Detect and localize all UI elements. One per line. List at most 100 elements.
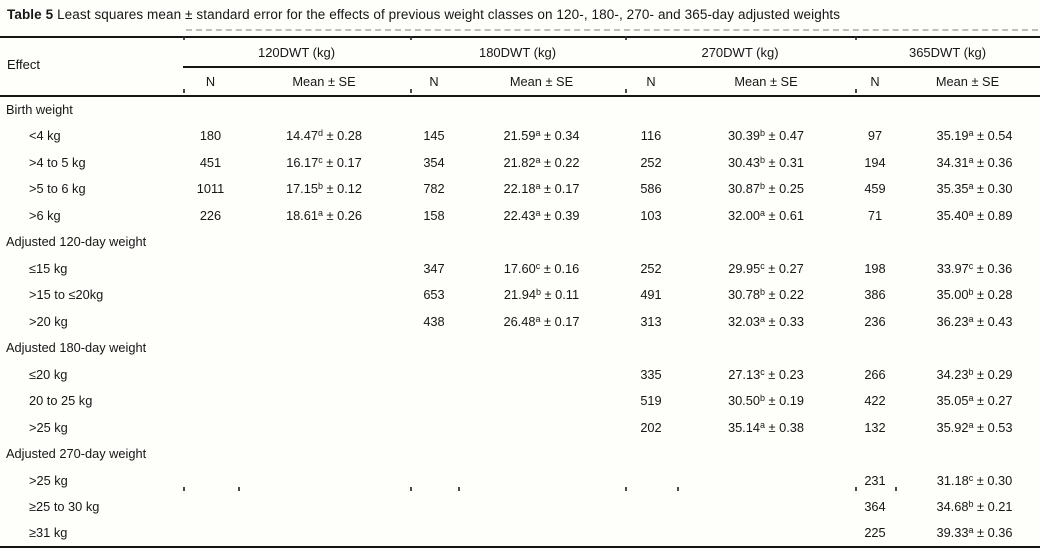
mean-se-value: 35.14a ± 0.38 [727, 419, 805, 435]
mean-se-value: 35.05a ± 0.27 [936, 393, 1013, 409]
significance-letter: c [535, 260, 541, 271]
rule-tick [677, 487, 679, 491]
significance-letter: c [760, 366, 765, 377]
section-header-row: Adjusted 270-day weight [0, 441, 1040, 468]
n-value [410, 494, 458, 521]
mean-se-value [677, 494, 855, 521]
n-value [410, 467, 458, 494]
mean-se-value: 17.60c ± 0.16 [503, 260, 580, 276]
n-value: 459 [864, 181, 886, 197]
n-value: 116 [640, 128, 662, 144]
effect-class-label: <4 kg [29, 128, 61, 144]
n-value: 347 [423, 260, 445, 276]
mean-se-value: 30.78b ± 0.22 [727, 287, 805, 303]
significance-letter: b [968, 287, 974, 298]
mean-se-value: 32.03a ± 0.33 [727, 313, 805, 329]
n-value [183, 467, 238, 494]
effect-class-label: >4 to 5 kg [29, 154, 86, 170]
significance-letter: b [968, 499, 974, 510]
mean-se-value: 16.17c ± 0.17 [286, 154, 362, 170]
effect-class-label: >20 kg [29, 313, 68, 329]
significance-letter: c [318, 154, 323, 165]
mean-se-value [238, 467, 410, 494]
significance-letter: b [968, 366, 974, 377]
sub-header-row: N Mean ± SE N Mean ± SE N Mean ± SE N Mean ± SE [0, 67, 1040, 96]
mean-se-value: 31.18c ± 0.30 [936, 472, 1013, 488]
rule-tick [625, 487, 627, 491]
significance-letter: a [968, 207, 974, 218]
mean-se-value: 35.00b ± 0.28 [936, 287, 1013, 303]
significance-letter: a [317, 207, 323, 218]
mean-se-value: 36.23a ± 0.43 [936, 313, 1013, 329]
rule-tick [238, 487, 240, 491]
n-value: 519 [640, 393, 662, 409]
section-header-label: Adjusted 270-day weight [6, 446, 147, 462]
rule-tick [625, 89, 627, 93]
effect-class-label: >6 kg [29, 207, 61, 223]
significance-letter: a [535, 154, 541, 165]
n-value [183, 308, 238, 335]
significance-letter: a [968, 313, 974, 324]
significance-letter: a [535, 207, 541, 218]
significance-letter: c [760, 260, 765, 271]
n-value: 226 [199, 207, 222, 223]
n-value: 364 [864, 499, 886, 515]
mean-se-column-header-2: Mean ± SE [509, 74, 574, 89]
significance-letter: b [535, 287, 541, 298]
mean-se-value: 34.23b ± 0.29 [936, 366, 1013, 382]
n-value: 145 [423, 128, 445, 144]
mean-se-value: 29.95c ± 0.27 [728, 260, 804, 276]
mean-se-value [677, 520, 855, 547]
mean-se-value [238, 388, 410, 415]
significance-letter: d [317, 128, 323, 139]
table-row: >25 kg 202 35.14a ± 0.38 132 35.92a ± 0.53 [0, 414, 1040, 441]
rule-tick [895, 487, 897, 491]
mean-se-value [238, 494, 410, 521]
rule-tick [183, 89, 185, 93]
n-value: 1011 [196, 181, 225, 197]
table-row: >25 kg 231 31.18c ± 0.30 [0, 467, 1040, 494]
table-row: ≤15 kg 347 17.60c ± 0.16 252 29.95c ± 0.27 19… [0, 255, 1040, 282]
group-header-365dwt: 365DWT (kg) [855, 37, 1040, 68]
table-row: ≥25 to 30 kg 364 34.68b ± 0.21 [0, 494, 1040, 521]
rule-tick [855, 36, 857, 40]
mean-se-value: 35.92a ± 0.53 [936, 419, 1013, 435]
table-row: >4 to 5 kg 451 16.17c ± 0.17 354 21.82a ± 0.… [0, 149, 1040, 176]
effect-class-label: ≥25 to 30 kg [29, 499, 100, 515]
n-value: 198 [864, 260, 886, 276]
significance-letter: c [968, 260, 974, 271]
table-row: ≤20 kg 335 27.13c ± 0.23 266 34.23b ± 0.29 [0, 361, 1040, 388]
mean-se-value [238, 282, 410, 309]
effect-class-label: ≥31 kg [29, 525, 68, 541]
mean-se-value: 21.59a ± 0.34 [503, 128, 580, 144]
mean-se-column-header-1: Mean ± SE [292, 74, 356, 89]
group-header-270dwt: 270DWT (kg) [625, 37, 855, 68]
n-value [183, 255, 238, 282]
n-value [183, 520, 238, 547]
mean-se-value [458, 388, 625, 415]
rule-tick [410, 36, 412, 40]
n-value: 313 [640, 313, 662, 329]
table-header: Effect 120DWT (kg) 180DWT (kg) 270DWT (kg) 3… [0, 37, 1040, 96]
n-value [410, 388, 458, 415]
effect-class-label: 20 to 25 kg [29, 393, 93, 409]
table-row: ≥31 kg 225 39.33a ± 0.36 [0, 520, 1040, 547]
group-header-120dwt: 120DWT (kg) [183, 37, 410, 68]
mean-se-column-header-3: Mean ± SE [734, 74, 798, 89]
n-value: 653 [423, 287, 445, 303]
results-table: Effect 120DWT (kg) 180DWT (kg) 270DWT (kg) 3… [0, 36, 1040, 548]
mean-se-value: 14.47d ± 0.28 [285, 128, 363, 144]
mean-se-value: 39.33a ± 0.36 [936, 525, 1013, 541]
significance-letter: a [968, 419, 974, 430]
n-value [183, 494, 238, 521]
section-header-label: Adjusted 180-day weight [6, 340, 147, 356]
mean-se-value [238, 361, 410, 388]
n-value: 252 [640, 260, 662, 276]
n-value [625, 494, 677, 521]
mean-se-value: 18.61a ± 0.26 [285, 207, 363, 223]
n-value [410, 414, 458, 441]
n-value [183, 361, 238, 388]
mean-se-value: 34.31a ± 0.36 [936, 154, 1013, 170]
significance-letter: b [759, 154, 765, 165]
mean-se-value: 33.97c ± 0.36 [936, 260, 1013, 276]
